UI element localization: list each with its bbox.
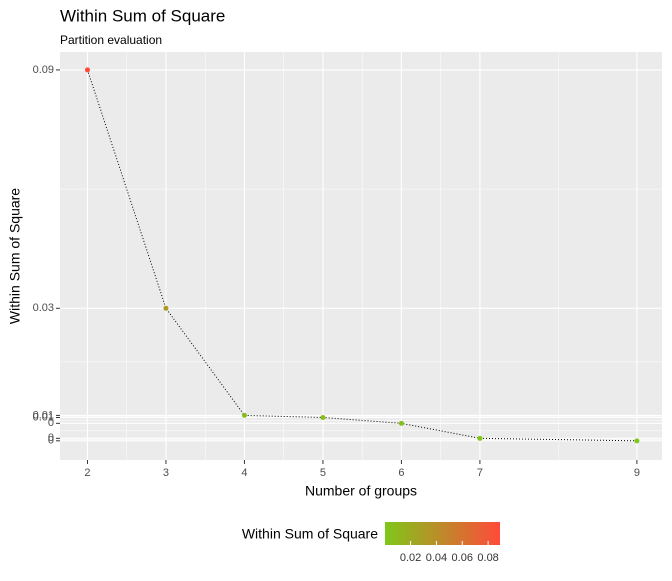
legend-tick-label: 0.04	[426, 552, 447, 564]
colorbar	[385, 522, 500, 545]
y-axis-title: Within Sum of Square	[7, 188, 23, 324]
x-tick-label: 9	[634, 467, 640, 479]
x-axis-title: Number of groups	[305, 483, 417, 499]
x-tick-label: 2	[84, 467, 90, 479]
y-tick-label: 0.03	[33, 302, 54, 314]
chart-title: Within Sum of Square	[60, 6, 225, 25]
x-tick-label: 5	[320, 467, 326, 479]
point	[320, 414, 326, 420]
x-tick-label: 3	[163, 467, 169, 479]
legend-tick-label: 0.02	[400, 552, 421, 564]
point	[634, 438, 640, 444]
point	[477, 435, 483, 441]
legend-title: Within Sum of Square	[242, 526, 378, 542]
x-tick-label: 6	[398, 467, 404, 479]
y-tick-label: 0.01	[33, 411, 54, 423]
point	[84, 67, 90, 73]
y-tick-label: 0.01	[33, 409, 54, 421]
panel	[60, 52, 662, 460]
chart-subtitle: Partition evaluation	[60, 33, 162, 47]
point	[163, 305, 169, 311]
y-tick-label: 0	[48, 417, 54, 429]
legend-tick-label: 0.08	[477, 552, 498, 564]
point	[398, 420, 404, 426]
y-tick-label: 0.09	[33, 64, 54, 76]
x-tick-label: 4	[241, 467, 247, 479]
y-tick-label: 0	[48, 432, 54, 444]
x-tick-label: 7	[477, 467, 483, 479]
y-tick-label: 0	[48, 435, 54, 447]
point	[241, 412, 247, 418]
legend-tick-label: 0.06	[452, 552, 473, 564]
